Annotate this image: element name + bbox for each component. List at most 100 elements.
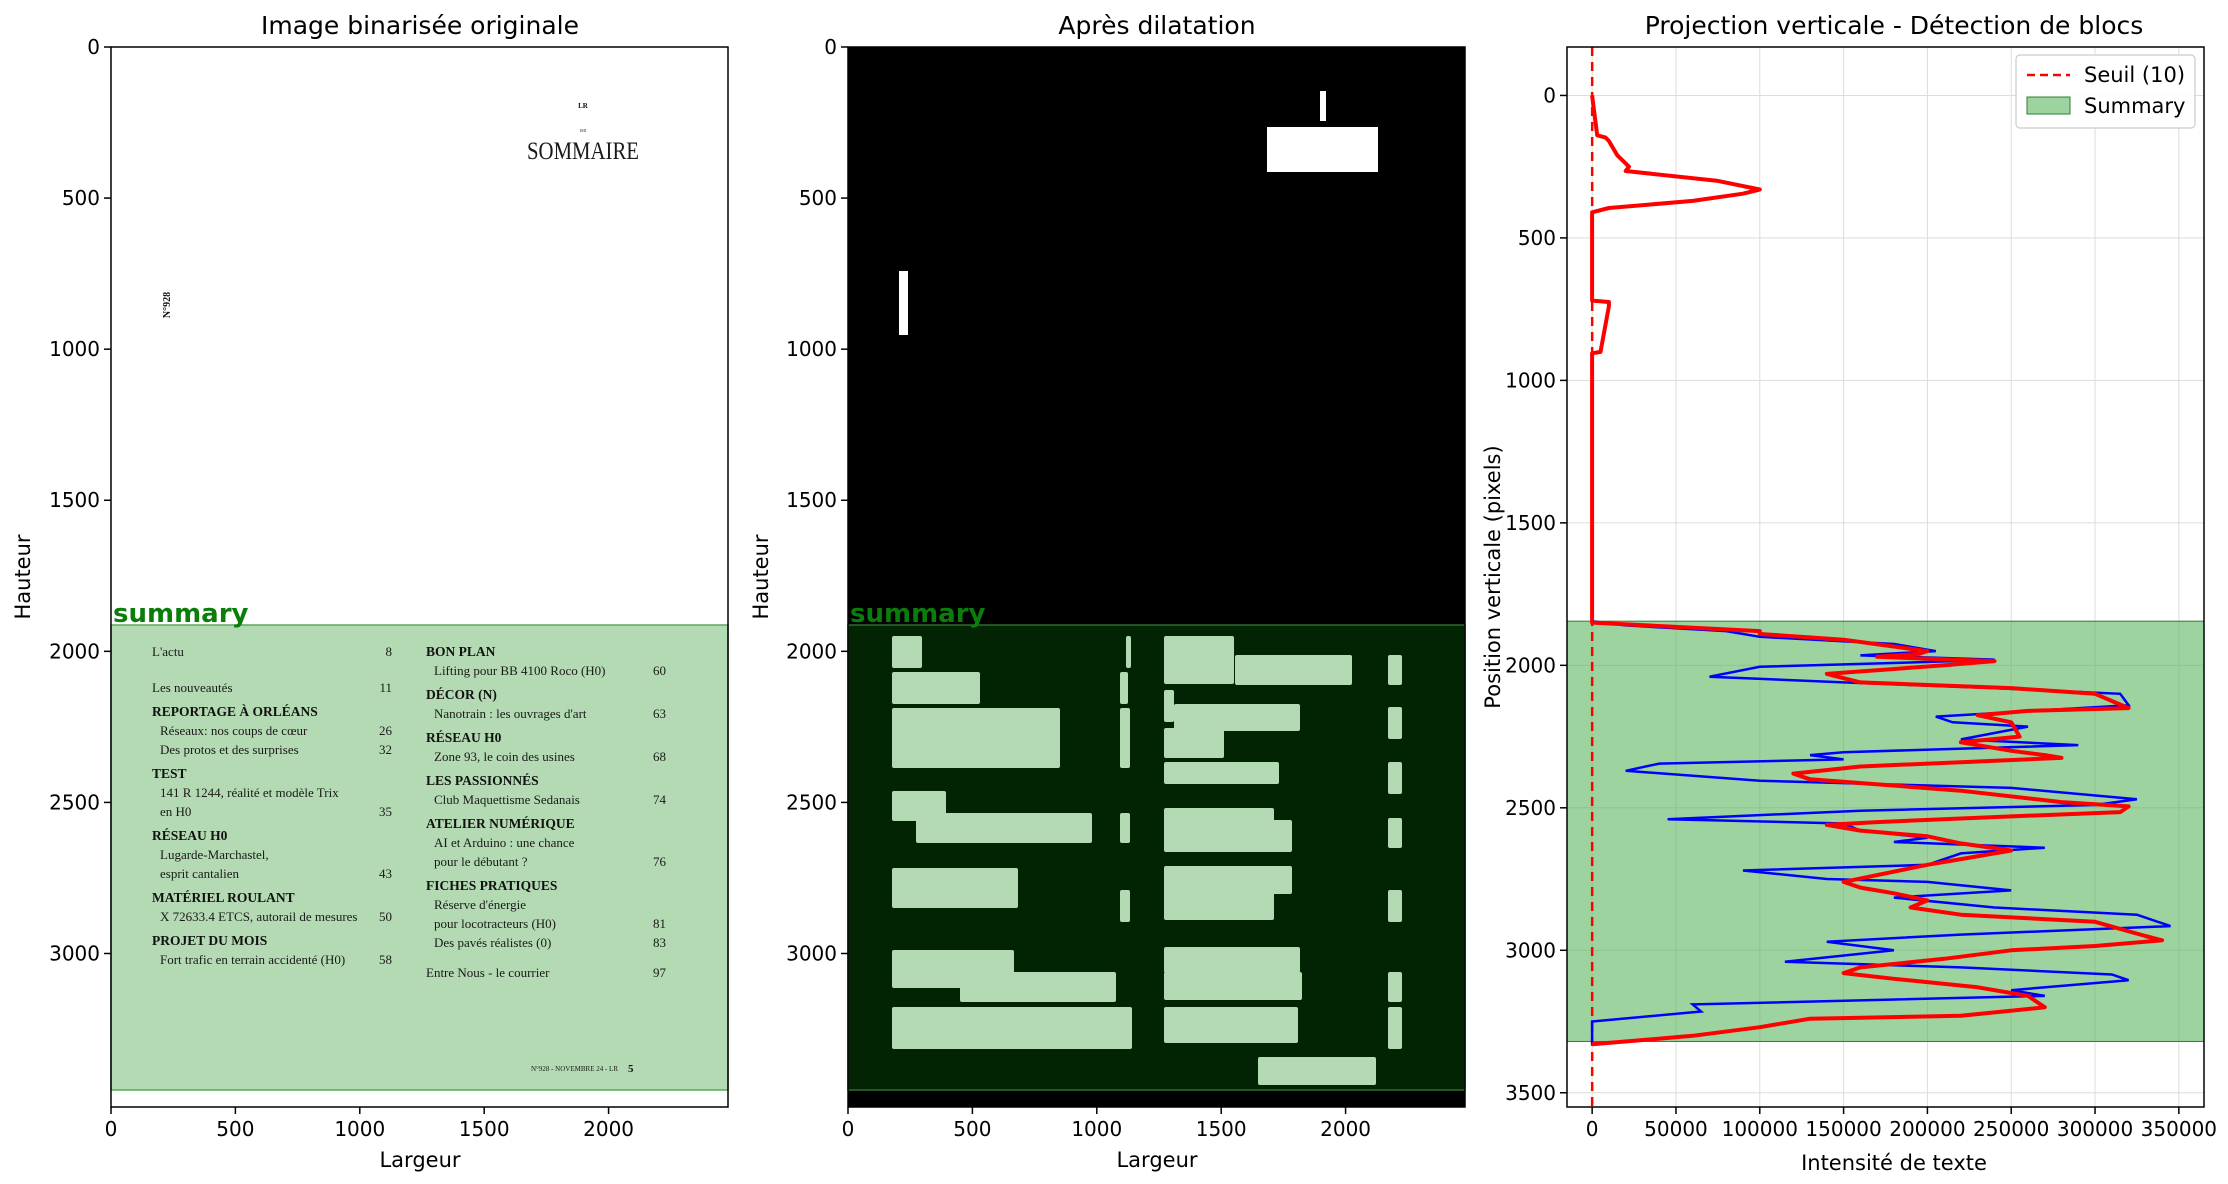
toc-entry: pour le débutant ? <box>434 854 528 869</box>
toc-section-heading: REPORTAGE À ORLÉANS <box>152 704 318 719</box>
toc-entry: Lifting pour BB 4100 Roco (H0) <box>434 663 606 678</box>
left-y-tick-label: 1500 <box>49 488 100 512</box>
right-y-tick-label: 2500 <box>1505 796 1556 820</box>
right-x-tick-label: 0 <box>1586 1117 1599 1141</box>
right-y-tick-label: 2000 <box>1505 653 1556 677</box>
right-x-tick-label: 100000 <box>1722 1117 1798 1141</box>
toc-page-number: 32 <box>379 742 392 757</box>
dilated-text-blob <box>1258 1057 1376 1085</box>
toc-page-number: 35 <box>379 804 392 819</box>
right-y-tick-label: 500 <box>1518 226 1556 250</box>
middle-x-tick-label: 0 <box>842 1117 855 1141</box>
doc-title: SOMMAIRE <box>527 138 639 165</box>
right-x-tick-label: 50000 <box>1644 1117 1708 1141</box>
dilated-text-blob <box>916 813 1092 843</box>
doc-issue-number: N°928 <box>162 292 173 318</box>
right-x-tick-label: 200000 <box>1889 1117 1965 1141</box>
toc-section-heading: TEST <box>152 766 187 781</box>
left-y-tick-label: 1000 <box>49 337 100 361</box>
doc-header-tiny: IMI <box>580 128 587 133</box>
toc-entry: AI et Arduino : une chance <box>434 835 575 850</box>
dilated-text-blob <box>1164 636 1234 684</box>
dilated-issue-blob <box>899 271 908 335</box>
toc-section-heading: PROJET DU MOIS <box>152 933 267 948</box>
dilated-text-blob <box>1388 818 1402 848</box>
right-axes-frame <box>1566 46 2205 1108</box>
left-y-tick-label: 3000 <box>49 941 100 965</box>
dilated-text-blob <box>1120 1013 1130 1045</box>
dilated-text-blob <box>1388 1007 1402 1049</box>
toc-section-heading: ATELIER NUMÉRIQUE <box>426 816 575 831</box>
dilated-text-blob <box>892 1007 1132 1049</box>
dilated-text-blob <box>1164 728 1224 758</box>
dilated-text-blob <box>1164 762 1279 784</box>
dilated-text-blob <box>1164 820 1292 852</box>
toc-section-heading: MATÉRIEL ROULANT <box>152 890 295 905</box>
middle-y-tick-label: 3000 <box>786 941 837 965</box>
middle-panel-title: Après dilatation <box>1058 11 1255 40</box>
dilated-text-blob <box>960 972 1116 1002</box>
toc-section-heading: LES PASSIONNÉS <box>426 773 539 788</box>
toc-entry: Des protos et des surprises <box>160 742 299 757</box>
legend-threshold-label: Seuil (10) <box>2084 63 2185 87</box>
dilated-text-blob <box>1235 655 1352 685</box>
dilated-text-blob <box>1388 972 1402 1002</box>
left-x-tick-label: 1500 <box>459 1117 510 1141</box>
middle-y-tick-label: 500 <box>799 186 837 210</box>
middle-y-axis-label: Hauteur <box>749 534 773 619</box>
toc-entry: Les nouveautés <box>152 680 233 695</box>
dilated-text-blob <box>1164 972 1302 1000</box>
toc-page-number: 60 <box>653 663 666 678</box>
left-y-tick-label: 2500 <box>49 790 100 814</box>
left-x-tick-label: 0 <box>105 1117 118 1141</box>
right-y-tick-label: 1500 <box>1505 511 1556 535</box>
dilated-text-blob <box>1120 672 1128 704</box>
toc-page-number: 26 <box>379 723 393 738</box>
middle-x-tick-label: 2000 <box>1320 1117 1371 1141</box>
toc-entry: Fort trafic en terrain accidenté (H0) <box>160 952 345 967</box>
summary-block-region <box>110 624 729 1091</box>
dilated-text-blob <box>1388 707 1402 739</box>
middle-y-axis: 0 500 1000 1500 2000 2500 3000 <box>786 35 848 965</box>
left-x-tick-label: 2000 <box>583 1117 634 1141</box>
toc-entry: pour locotracteurs (H0) <box>434 916 556 931</box>
toc-entry: Réserve d'énergie <box>434 897 526 912</box>
middle-x-tick-label: 1000 <box>1071 1117 1122 1141</box>
right-y-axis: 0 500 1000 1500 2000 2500 3000 3500 <box>1505 83 1567 1105</box>
toc-page-number: 68 <box>653 749 666 764</box>
right-x-tick-label: 250000 <box>1973 1117 2049 1141</box>
toc-page-number: 97 <box>653 965 667 980</box>
right-x-axis-label: Intensité de texte <box>1801 1151 1987 1175</box>
left-x-tick-label: 1000 <box>334 1117 385 1141</box>
left-x-tick-label: 500 <box>216 1117 254 1141</box>
dilated-text-blob <box>1164 690 1174 722</box>
toc-page-number: 83 <box>653 935 666 950</box>
dilated-text-blob <box>1164 947 1300 973</box>
toc-page-number: 74 <box>653 792 667 807</box>
toc-entry: Réseaux: nos coups de cœur <box>160 723 308 738</box>
left-y-axis-label: Hauteur <box>11 534 35 619</box>
smoothed-projection-line <box>1590 95 2165 1047</box>
right-y-tick-label: 1000 <box>1505 368 1556 392</box>
toc-entry: Zone 93, le coin des usines <box>434 749 575 764</box>
dilated-text-blob <box>892 636 922 668</box>
toc-page-number: 8 <box>386 644 393 659</box>
toc-page-number: 58 <box>379 952 392 967</box>
dilated-text-blob <box>1388 890 1402 922</box>
toc-entry: Entre Nous - le courrier <box>426 965 550 980</box>
right-x-tick-label: 150000 <box>1805 1117 1881 1141</box>
toc-entry: L'actu <box>152 644 184 659</box>
toc-section-heading: FICHES PRATIQUES <box>426 878 557 893</box>
raw-projection-line <box>1590 619 2171 1045</box>
left-axes-frame <box>110 46 729 1108</box>
left-x-axis-label: Largeur <box>379 1148 460 1172</box>
toc-page-number: 81 <box>653 916 666 931</box>
legend-summary-label: Summary <box>2084 94 2185 118</box>
toc-entry: esprit cantalien <box>160 866 240 881</box>
left-y-tick-label: 0 <box>87 35 100 59</box>
right-y-tick-label: 3500 <box>1505 1081 1556 1105</box>
toc-entry: X 72633.4 ETCS, autorail de mesures <box>160 909 358 924</box>
right-x-tick-label: 300000 <box>2057 1117 2133 1141</box>
left-y-axis: 0 500 1000 1500 2000 2500 3000 <box>49 35 111 965</box>
toc-right-column: BON PLAN Lifting pour BB 4100 Roco (H0) 60… <box>426 644 667 980</box>
